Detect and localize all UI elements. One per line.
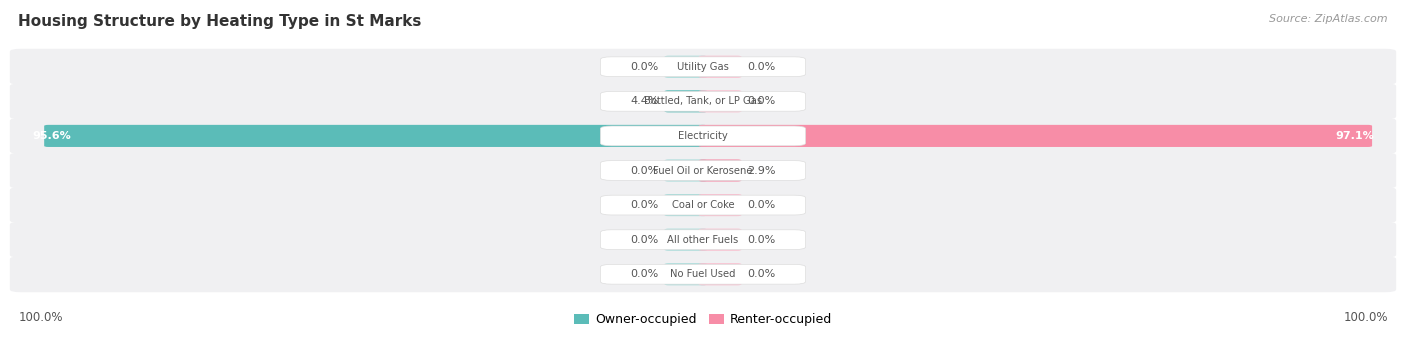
FancyBboxPatch shape	[665, 90, 707, 113]
FancyBboxPatch shape	[10, 256, 1396, 292]
FancyBboxPatch shape	[600, 230, 806, 250]
FancyBboxPatch shape	[665, 56, 707, 78]
Text: Bottled, Tank, or LP Gas: Bottled, Tank, or LP Gas	[644, 96, 762, 106]
Text: Coal or Coke: Coal or Coke	[672, 200, 734, 210]
Text: 0.0%: 0.0%	[747, 235, 775, 245]
FancyBboxPatch shape	[10, 83, 1396, 119]
Text: 0.0%: 0.0%	[631, 62, 659, 72]
FancyBboxPatch shape	[10, 49, 1396, 85]
Text: 100.0%: 100.0%	[18, 311, 63, 324]
FancyBboxPatch shape	[10, 152, 1396, 189]
FancyBboxPatch shape	[699, 228, 741, 251]
FancyBboxPatch shape	[600, 57, 806, 77]
Text: 0.0%: 0.0%	[631, 200, 659, 210]
Text: 100.0%: 100.0%	[1343, 311, 1388, 324]
Text: 0.0%: 0.0%	[631, 235, 659, 245]
FancyBboxPatch shape	[699, 194, 741, 216]
FancyBboxPatch shape	[665, 194, 707, 216]
Text: Source: ZipAtlas.com: Source: ZipAtlas.com	[1270, 14, 1388, 24]
FancyBboxPatch shape	[600, 161, 806, 180]
Text: Electricity: Electricity	[678, 131, 728, 141]
Legend: Owner-occupied, Renter-occupied: Owner-occupied, Renter-occupied	[568, 308, 838, 331]
FancyBboxPatch shape	[600, 91, 806, 111]
Text: 0.0%: 0.0%	[747, 62, 775, 72]
Text: 2.9%: 2.9%	[747, 165, 776, 176]
FancyBboxPatch shape	[600, 126, 806, 146]
FancyBboxPatch shape	[44, 125, 707, 147]
FancyBboxPatch shape	[600, 195, 806, 215]
FancyBboxPatch shape	[10, 118, 1396, 154]
Text: 0.0%: 0.0%	[747, 200, 775, 210]
Text: Fuel Oil or Kerosene: Fuel Oil or Kerosene	[654, 165, 752, 176]
FancyBboxPatch shape	[10, 222, 1396, 258]
Text: 0.0%: 0.0%	[631, 165, 659, 176]
FancyBboxPatch shape	[699, 263, 741, 285]
Text: 0.0%: 0.0%	[747, 269, 775, 279]
Text: Housing Structure by Heating Type in St Marks: Housing Structure by Heating Type in St …	[18, 14, 422, 29]
FancyBboxPatch shape	[600, 264, 806, 284]
FancyBboxPatch shape	[699, 125, 1372, 147]
Text: Utility Gas: Utility Gas	[678, 62, 728, 72]
Text: 4.4%: 4.4%	[630, 96, 659, 106]
FancyBboxPatch shape	[699, 90, 741, 113]
Text: 0.0%: 0.0%	[631, 269, 659, 279]
FancyBboxPatch shape	[699, 56, 741, 78]
FancyBboxPatch shape	[665, 263, 707, 285]
FancyBboxPatch shape	[665, 160, 707, 181]
FancyBboxPatch shape	[699, 160, 741, 181]
Text: 0.0%: 0.0%	[747, 96, 775, 106]
Text: 97.1%: 97.1%	[1334, 131, 1374, 141]
Text: All other Fuels: All other Fuels	[668, 235, 738, 245]
Text: 95.6%: 95.6%	[32, 131, 72, 141]
FancyBboxPatch shape	[665, 228, 707, 251]
Text: No Fuel Used: No Fuel Used	[671, 269, 735, 279]
FancyBboxPatch shape	[10, 187, 1396, 223]
